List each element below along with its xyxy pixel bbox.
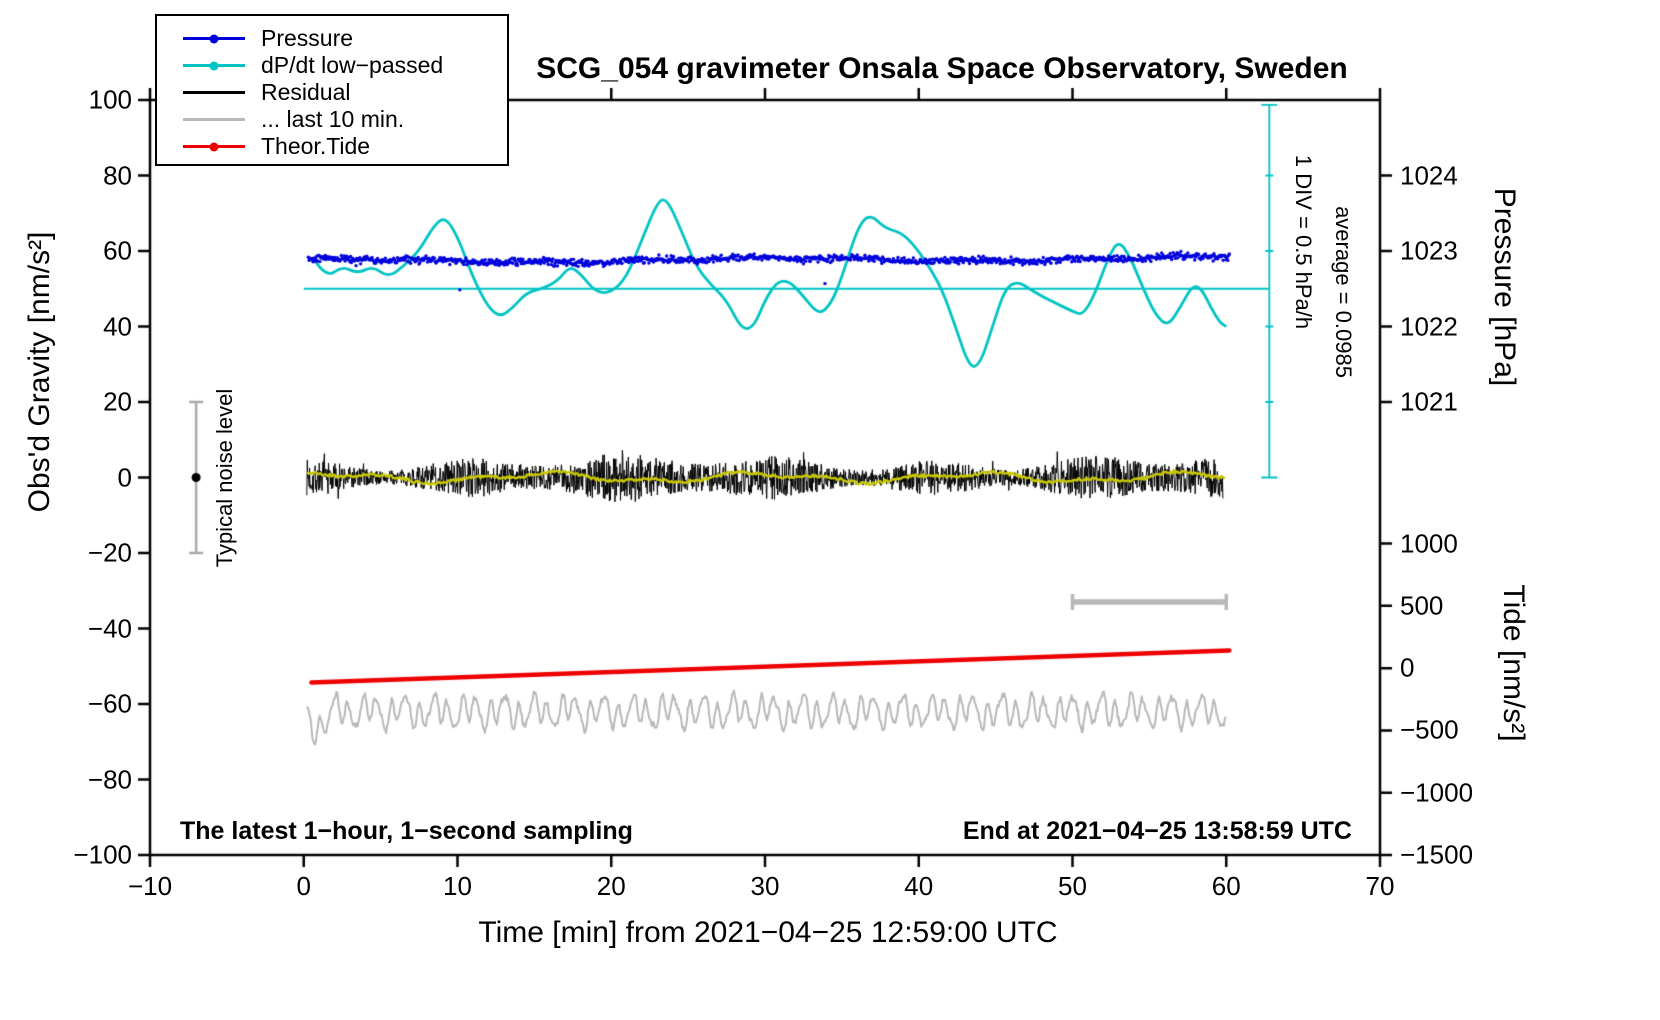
x-tick-label: 20 (596, 871, 626, 901)
dpdt-marker-icon (209, 61, 219, 70)
x-tick-label: 60 (1211, 871, 1241, 901)
gravity-tick-label: −100 (73, 839, 132, 870)
tide-tick-label: −1500 (1400, 839, 1474, 870)
gravity-tick-label: −40 (87, 613, 132, 643)
legend-label: dP/dt low−passed (261, 52, 444, 78)
gravity-tick-label: −80 (87, 764, 132, 794)
gravity-tick-label: −60 (87, 688, 132, 719)
gravity-tick-label: −20 (87, 537, 132, 568)
legend-item-last10: ... last 10 min. (183, 106, 507, 133)
x-tick-label: 0 (296, 871, 311, 901)
tide-tick-label: 0 (1400, 652, 1415, 683)
gravity-tick-label: 80 (103, 160, 132, 190)
gravity-tick-label: 0 (117, 462, 132, 492)
residual-line-sample-icon (183, 91, 245, 94)
x-tick-label: 50 (1058, 871, 1087, 901)
legend-rows: Pressure dP/dt low−passed Residual... last… (183, 25, 507, 160)
dpdt-line-sample-icon (183, 61, 245, 70)
tide-tick-label: −500 (1400, 714, 1459, 745)
legend-label: ... last 10 min. (261, 106, 405, 132)
legend: Pressure dP/dt low−passed Residual... last… (155, 14, 509, 166)
x-tick-label: −10 (127, 871, 173, 901)
pressure-line-sample-icon (183, 34, 245, 43)
gravity-tick-label: 60 (103, 235, 132, 266)
x-tick-label: 70 (1365, 871, 1395, 901)
gravity-tick-label: 40 (103, 311, 132, 341)
pressure-tick-label: 1021 (1400, 386, 1458, 417)
noise-level-label: Typical noise level (212, 388, 237, 568)
end-time-note: End at 2021−04−25 13:58:59 UTC (962, 817, 1352, 845)
legend-label: Residual (261, 79, 351, 105)
y-axis-label-gravity: Obs'd Gravity [nm/s²] (23, 231, 56, 513)
chart-title: SCG_054 gravimeter Onsala Space Observat… (536, 52, 1348, 85)
gravity-tick-label: 100 (88, 84, 132, 115)
legend-item-dpdt: dP/dt low−passed (183, 52, 507, 79)
y-axis-label-tide: Tide [nm/s²] (1497, 584, 1530, 742)
tide-marker-icon (209, 142, 219, 151)
legend-item-residual: Residual (183, 79, 507, 106)
legend-label: Theor.Tide (261, 133, 371, 159)
average-note: average = 0.0985 (1331, 206, 1356, 378)
x-tick-label: 10 (443, 871, 472, 901)
sampling-note: The latest 1−hour, 1−second sampling (180, 817, 633, 845)
tide-tick-label: 1000 (1400, 528, 1458, 559)
pressure-tick-label: 1022 (1400, 311, 1458, 341)
x-tick-label: 30 (750, 871, 780, 901)
legend-item-pressure: Pressure (183, 25, 507, 52)
pressure-tick-label: 1024 (1400, 160, 1458, 190)
pressure-marker-icon (209, 34, 219, 43)
tide-tick-label: 500 (1400, 590, 1444, 621)
last10-line-sample-icon (183, 118, 245, 121)
x-axis-label: Time [min] from 2021−04−25 12:59:00 UTC (478, 916, 1058, 949)
tide-tick-label: −1000 (1400, 777, 1474, 808)
pressure-tick-label: 1023 (1400, 235, 1458, 266)
x-tick-label: 40 (904, 871, 934, 901)
tide-line-sample-icon (183, 142, 245, 151)
y-axis-label-pressure: Pressure [hPa] (1488, 187, 1521, 387)
legend-label: Pressure (261, 25, 354, 51)
legend-item-tide: Theor.Tide (183, 133, 507, 160)
div-scale-note: 1 DIV = 0.5 hPa/h (1291, 154, 1316, 330)
gravity-tick-label: 20 (103, 386, 132, 417)
